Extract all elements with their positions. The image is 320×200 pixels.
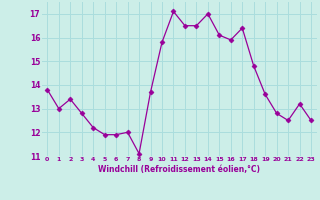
X-axis label: Windchill (Refroidissement éolien,°C): Windchill (Refroidissement éolien,°C) xyxy=(98,165,260,174)
